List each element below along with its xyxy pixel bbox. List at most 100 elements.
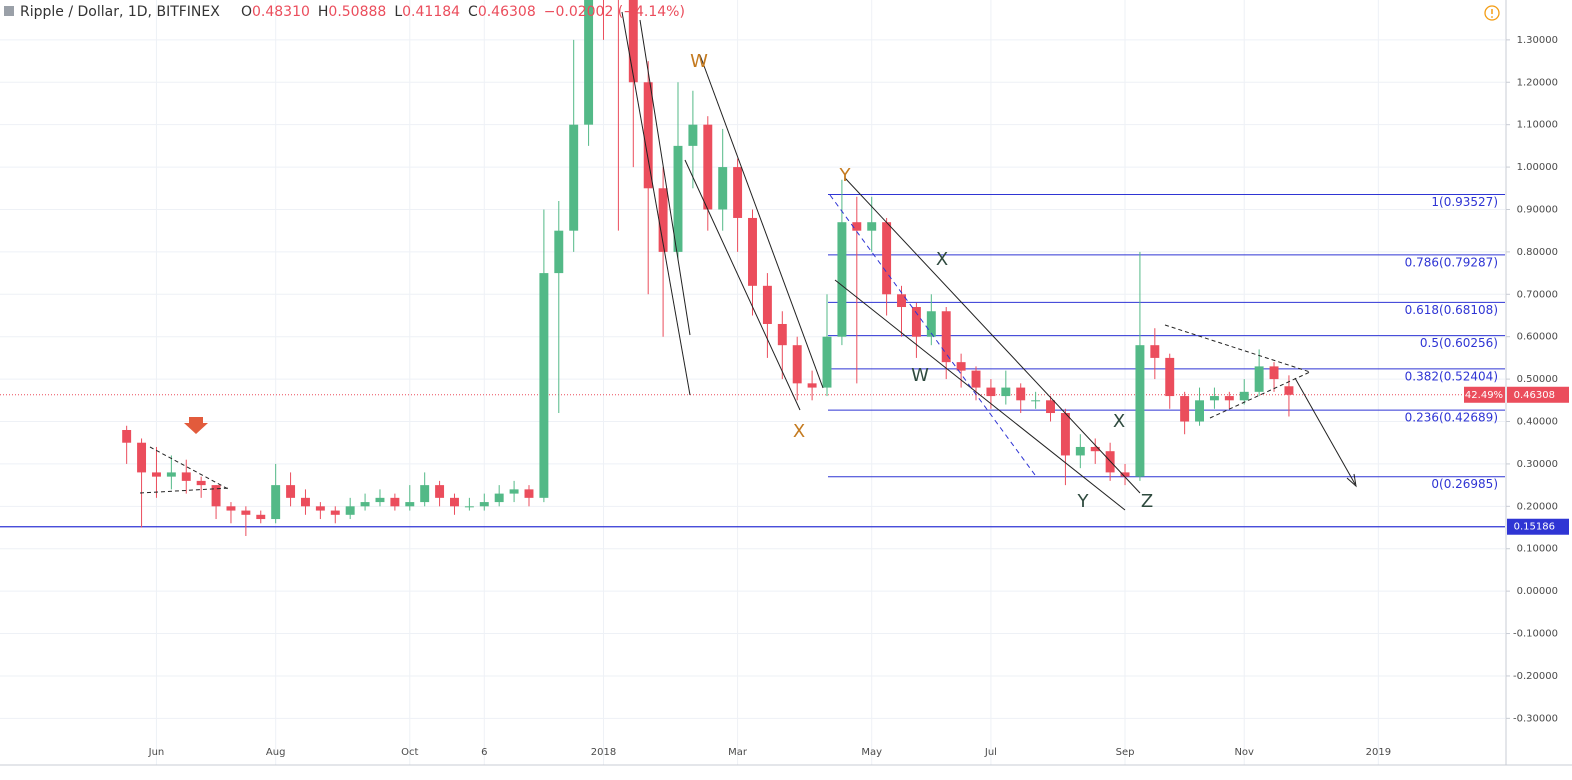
candle-body [1180,396,1190,422]
change-tag [1464,386,1505,403]
x-tick-label: Aug [266,747,286,758]
y-tick-label: 0.30000 [1517,459,1558,470]
candle-body [792,345,802,384]
candle-body [181,472,191,481]
wave-label: Z [1141,491,1153,512]
candle-body [897,294,906,308]
ohlc-key: O [241,4,252,20]
candle-body [1150,345,1160,358]
candle-body [450,497,459,507]
candle-body [405,502,415,507]
candle-body [1254,366,1264,392]
wave-label: Y [1077,491,1090,512]
trend-line [639,19,691,336]
wave-label: X [793,421,805,442]
ohlc-value: 0.50888 [328,4,386,20]
wave-labels: W Y X X W X Y Z [690,51,1153,512]
candle-body [986,387,996,397]
dashed-line [139,487,231,494]
price-tag [1507,518,1569,535]
drawings [139,11,1357,511]
candle-body [420,485,430,503]
candle-body [673,145,683,252]
y-tick-label: 0.80000 [1517,247,1558,258]
x-tick-label: Jul [984,747,997,758]
candle-body [911,307,921,337]
header: Ripple / Dollar, 1D, BITFINEX O0.48310 H0.… [4,4,1500,21]
y-tick-label: 0.10000 [1517,544,1558,555]
fib-level-label: 0.618(0.68108) [1405,303,1498,317]
y-tick-label: -0.30000 [1513,713,1558,724]
candle-body [271,485,281,520]
candle-body [539,273,549,498]
x-tick-label: 2019 [1366,747,1391,758]
y-tick-label: 0.90000 [1517,204,1558,215]
x-tick-label: Jun [148,747,165,758]
candle-body [971,370,981,388]
fib-level-label: 0(0.26985) [1431,477,1498,491]
arrow-head [1346,473,1357,488]
candle-body [330,510,340,515]
candle-body [658,188,668,252]
candle-body [554,230,564,274]
candle-body [1165,357,1175,397]
wave-label: X [936,249,948,270]
candle-body [1060,413,1070,456]
header-text: Ripple / Dollar, 1D, BITFINEX O0.48310 H0.… [20,4,685,20]
ohlc-key: C [468,4,478,20]
ohlc-value: 0.41184 [402,4,460,20]
candle-body [867,222,877,231]
fib-level-label: 1(0.93527) [1431,195,1498,209]
arrow-line [1294,377,1356,485]
wave-label: Y [839,165,852,186]
candles [122,0,1294,537]
y-tick-label: 0.70000 [1517,289,1558,300]
candle-body [1269,366,1279,380]
candle-body [941,311,951,363]
chart-title: Ripple / Dollar, 1D, BITFINEX [20,4,220,20]
candle-body [301,497,310,507]
alert-icon[interactable] [1484,5,1500,21]
x-tick-label: Oct [401,747,418,758]
candle-body [524,489,534,498]
candle-body [256,514,266,520]
candle-body [137,442,147,473]
fib-level-label: 0.382(0.52404) [1405,369,1498,383]
x-tick-label: Sep [1116,747,1135,758]
dashed-line [1209,371,1311,419]
y-tick-label: 0.50000 [1517,374,1558,385]
change-text: −0.02002 (−4.14%) [544,4,685,20]
candle-body [122,429,132,443]
price-tag-label: 0.15186 [1514,522,1555,533]
candle-body [494,493,504,503]
dashed-line [1164,324,1311,373]
candle-body [286,485,296,498]
candle-body [479,502,489,507]
y-tick-label: 1.30000 [1517,35,1558,46]
candle-body [822,336,832,388]
grid [0,0,1505,765]
candle-body [1075,446,1085,456]
ohlc-value: 0.46308 [478,4,536,20]
candle-body [345,506,355,515]
candle-body [226,506,236,511]
candle-body [926,311,936,337]
candle-body [807,383,817,388]
x-tick-label: Nov [1234,747,1254,758]
candle-body [1209,396,1219,401]
dashed-line [829,194,1036,476]
candle-body [628,0,638,83]
y-tick-label: -0.20000 [1513,671,1558,682]
price-tag [1507,386,1569,403]
trend-line [699,54,824,389]
candle-body [1120,472,1130,477]
candle-body [584,0,594,125]
y-tick-label: 0.00000 [1517,586,1558,597]
ohlc-key: H [318,4,329,20]
trend-line [684,159,801,411]
candle-body [1224,396,1234,401]
candle-body [852,222,862,231]
x-tick-label: Mar [728,747,748,758]
